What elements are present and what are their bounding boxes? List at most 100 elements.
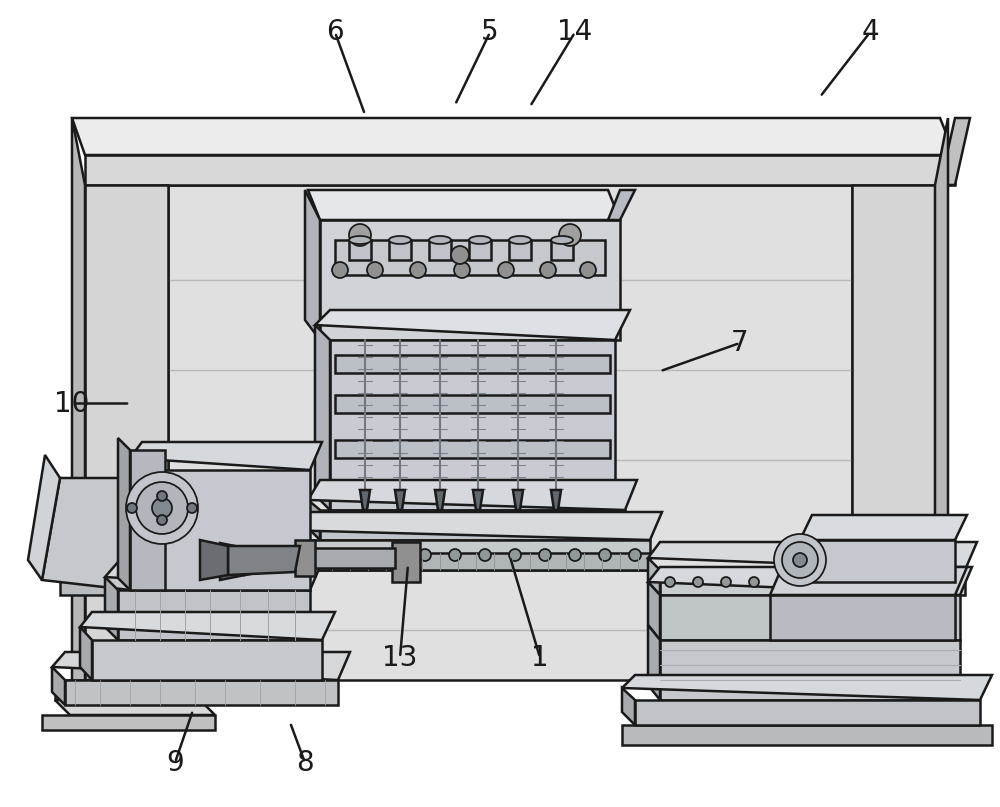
Polygon shape — [660, 570, 965, 595]
Polygon shape — [72, 118, 85, 713]
Polygon shape — [315, 310, 630, 340]
Circle shape — [479, 549, 491, 561]
Polygon shape — [305, 190, 320, 340]
Polygon shape — [935, 118, 948, 680]
Circle shape — [665, 577, 675, 587]
Polygon shape — [130, 442, 322, 470]
Polygon shape — [335, 240, 605, 275]
Circle shape — [917, 577, 927, 587]
Polygon shape — [648, 567, 972, 595]
Ellipse shape — [469, 236, 491, 244]
Polygon shape — [622, 725, 992, 745]
Circle shape — [187, 503, 197, 513]
Circle shape — [945, 577, 955, 587]
Polygon shape — [800, 515, 967, 540]
Polygon shape — [648, 582, 660, 640]
Polygon shape — [635, 700, 980, 725]
Circle shape — [580, 262, 596, 278]
Text: 8: 8 — [296, 749, 314, 776]
Circle shape — [332, 262, 348, 278]
Polygon shape — [660, 640, 960, 700]
Circle shape — [629, 549, 641, 561]
Polygon shape — [200, 540, 228, 580]
Circle shape — [599, 549, 611, 561]
Polygon shape — [80, 627, 92, 680]
Circle shape — [349, 224, 371, 246]
Polygon shape — [335, 480, 610, 498]
Polygon shape — [245, 548, 290, 575]
Polygon shape — [320, 510, 625, 540]
Polygon shape — [228, 546, 300, 575]
Circle shape — [449, 549, 461, 561]
Circle shape — [833, 577, 843, 587]
Polygon shape — [360, 490, 370, 510]
Text: 7: 7 — [731, 329, 749, 357]
Circle shape — [451, 246, 469, 264]
Ellipse shape — [126, 472, 198, 544]
Polygon shape — [315, 325, 330, 510]
Polygon shape — [55, 680, 200, 700]
Polygon shape — [92, 640, 322, 680]
Circle shape — [693, 577, 703, 587]
Polygon shape — [245, 553, 650, 570]
Circle shape — [777, 577, 787, 587]
Polygon shape — [648, 558, 660, 595]
Polygon shape — [60, 478, 142, 595]
Polygon shape — [302, 548, 395, 568]
Polygon shape — [349, 240, 371, 260]
Polygon shape — [80, 612, 335, 640]
Polygon shape — [42, 715, 215, 730]
Polygon shape — [770, 567, 967, 595]
Polygon shape — [435, 490, 445, 510]
Polygon shape — [308, 500, 320, 540]
Text: 4: 4 — [861, 19, 879, 46]
Polygon shape — [118, 590, 310, 640]
Polygon shape — [469, 240, 491, 260]
Polygon shape — [648, 625, 660, 700]
Polygon shape — [429, 240, 451, 260]
Ellipse shape — [782, 542, 818, 578]
Polygon shape — [72, 118, 955, 155]
Circle shape — [889, 577, 899, 587]
Polygon shape — [52, 652, 350, 680]
Polygon shape — [622, 675, 992, 700]
Ellipse shape — [429, 236, 451, 244]
Polygon shape — [940, 118, 970, 185]
Circle shape — [157, 491, 167, 501]
Polygon shape — [660, 595, 960, 640]
Circle shape — [329, 549, 341, 561]
Polygon shape — [395, 490, 405, 510]
Polygon shape — [320, 220, 620, 340]
Circle shape — [540, 262, 556, 278]
Text: 6: 6 — [326, 19, 344, 46]
Ellipse shape — [793, 553, 807, 567]
Polygon shape — [42, 478, 142, 590]
Polygon shape — [130, 458, 142, 590]
Polygon shape — [392, 542, 420, 582]
Polygon shape — [800, 540, 955, 582]
Circle shape — [559, 224, 581, 246]
Circle shape — [410, 262, 426, 278]
Circle shape — [539, 549, 551, 561]
Text: 9: 9 — [166, 749, 184, 776]
Circle shape — [367, 262, 383, 278]
Polygon shape — [130, 450, 165, 590]
Ellipse shape — [389, 236, 411, 244]
Ellipse shape — [152, 498, 172, 518]
Polygon shape — [295, 540, 315, 576]
Polygon shape — [335, 355, 610, 373]
Polygon shape — [105, 562, 322, 590]
Circle shape — [359, 549, 371, 561]
Circle shape — [299, 549, 311, 561]
Polygon shape — [105, 577, 118, 640]
Circle shape — [389, 549, 401, 561]
Polygon shape — [335, 440, 610, 458]
Ellipse shape — [509, 236, 531, 244]
Polygon shape — [622, 688, 635, 725]
Polygon shape — [551, 240, 573, 260]
Polygon shape — [513, 490, 523, 510]
Polygon shape — [608, 190, 635, 220]
Polygon shape — [220, 543, 245, 580]
Polygon shape — [509, 240, 531, 260]
Polygon shape — [28, 455, 60, 580]
